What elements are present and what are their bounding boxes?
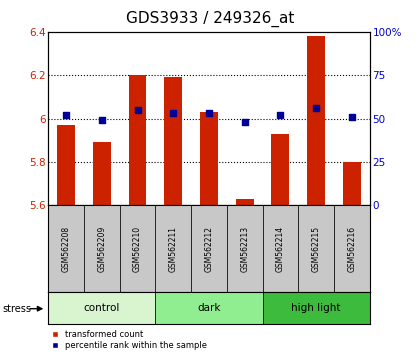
Text: GSM562214: GSM562214 (276, 225, 285, 272)
Bar (48, 205, 84, 292)
Text: control: control (84, 303, 120, 313)
Bar (262, 205, 298, 292)
Point (98, 118, 105, 123)
Text: dark: dark (197, 303, 220, 313)
Bar (262, 292, 370, 324)
Text: GSM562208: GSM562208 (62, 225, 71, 272)
Point (170, 110, 177, 116)
Bar (48, 292, 155, 324)
Text: GSM562213: GSM562213 (240, 225, 249, 272)
Bar (120, 205, 155, 292)
Legend: transformed count, percentile rank within the sample: transformed count, percentile rank withi… (46, 330, 207, 350)
Bar (271, 134, 289, 205)
Bar (84, 205, 120, 292)
Point (63, 112, 70, 118)
Point (312, 105, 319, 111)
Point (241, 119, 248, 125)
Text: GSM562216: GSM562216 (347, 225, 356, 272)
Bar (200, 112, 218, 205)
Bar (164, 78, 182, 205)
Text: stress: stress (2, 304, 31, 314)
Text: GSM562212: GSM562212 (205, 226, 213, 272)
Bar (155, 292, 262, 324)
Bar (129, 75, 147, 205)
Bar (307, 36, 325, 205)
Bar (343, 162, 361, 205)
Bar (227, 205, 262, 292)
Text: GSM562215: GSM562215 (312, 225, 320, 272)
Point (277, 112, 284, 118)
Bar (155, 205, 191, 292)
Text: GSM562210: GSM562210 (133, 225, 142, 272)
Bar (236, 199, 254, 205)
Point (349, 114, 355, 120)
Point (134, 107, 141, 113)
Bar (57, 125, 75, 205)
Bar (93, 142, 111, 205)
Text: high light: high light (291, 303, 341, 313)
Bar (334, 205, 370, 292)
Text: GSM562211: GSM562211 (169, 226, 178, 272)
Bar (191, 205, 227, 292)
Text: GDS3933 / 249326_at: GDS3933 / 249326_at (126, 11, 294, 27)
Text: GSM562209: GSM562209 (97, 225, 106, 272)
Bar (298, 205, 334, 292)
Point (206, 110, 212, 116)
